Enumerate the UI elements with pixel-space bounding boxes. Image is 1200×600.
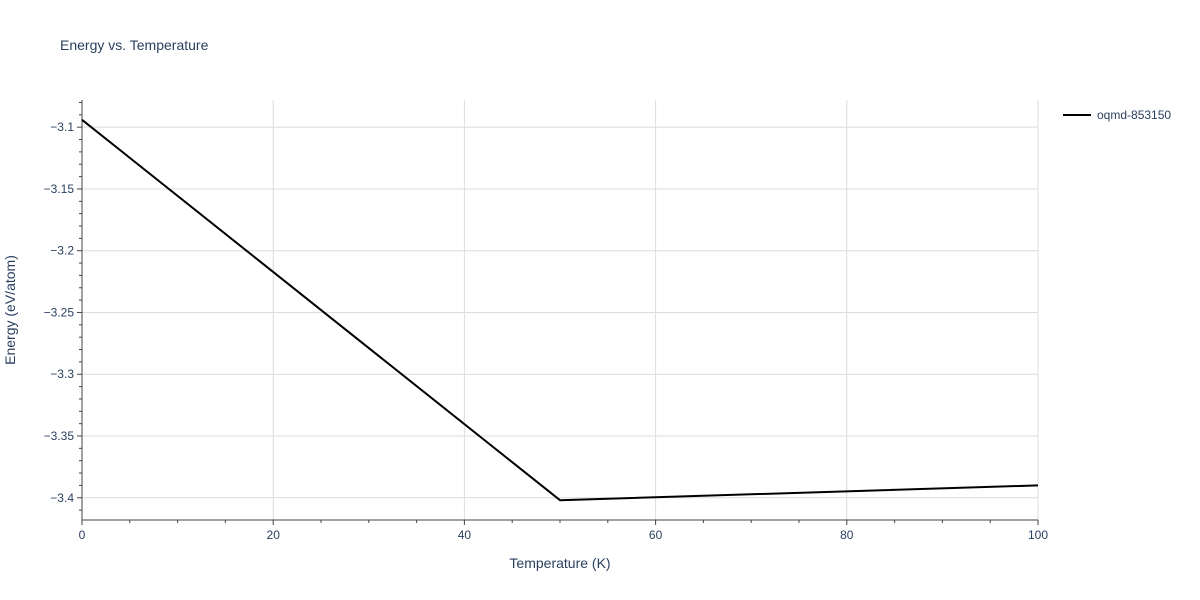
legend-label[interactable]: oqmd-853150 <box>1097 108 1171 122</box>
series-layer <box>81 119 1039 502</box>
legend[interactable]: oqmd-853150 <box>1063 108 1171 122</box>
gridlines <box>82 100 1039 520</box>
y-axis-title: Energy (eV/atom) <box>2 255 18 365</box>
y-tick-label: −3.1 <box>50 120 74 134</box>
x-axis-ticks: 0 20 40 60 80 100 <box>79 520 1048 542</box>
x-tick-label: 40 <box>458 528 472 542</box>
x-tick-label: 0 <box>79 528 86 542</box>
x-tick-label: 100 <box>1028 528 1048 542</box>
x-tick-label: 60 <box>649 528 663 542</box>
axes <box>81 100 1038 521</box>
series-line[interactable] <box>81 119 1039 502</box>
y-tick-label: −3.25 <box>44 305 75 319</box>
y-tick-label: −3.4 <box>50 491 74 505</box>
y-tick-label: −3.3 <box>50 367 74 381</box>
y-tick-label: −3.15 <box>44 182 75 196</box>
chart-title: Energy vs. Temperature <box>60 37 209 53</box>
y-axis-ticks: −3.1 −3.15 −3.2 −3.25 −3.3 −3.35 −3.4 <box>44 101 82 511</box>
y-tick-label: −3.2 <box>50 244 74 258</box>
x-tick-label: 80 <box>840 528 854 542</box>
x-tick-label: 20 <box>267 528 281 542</box>
y-tick-label: −3.35 <box>44 429 75 443</box>
x-axis-title: Temperature (K) <box>509 555 610 571</box>
